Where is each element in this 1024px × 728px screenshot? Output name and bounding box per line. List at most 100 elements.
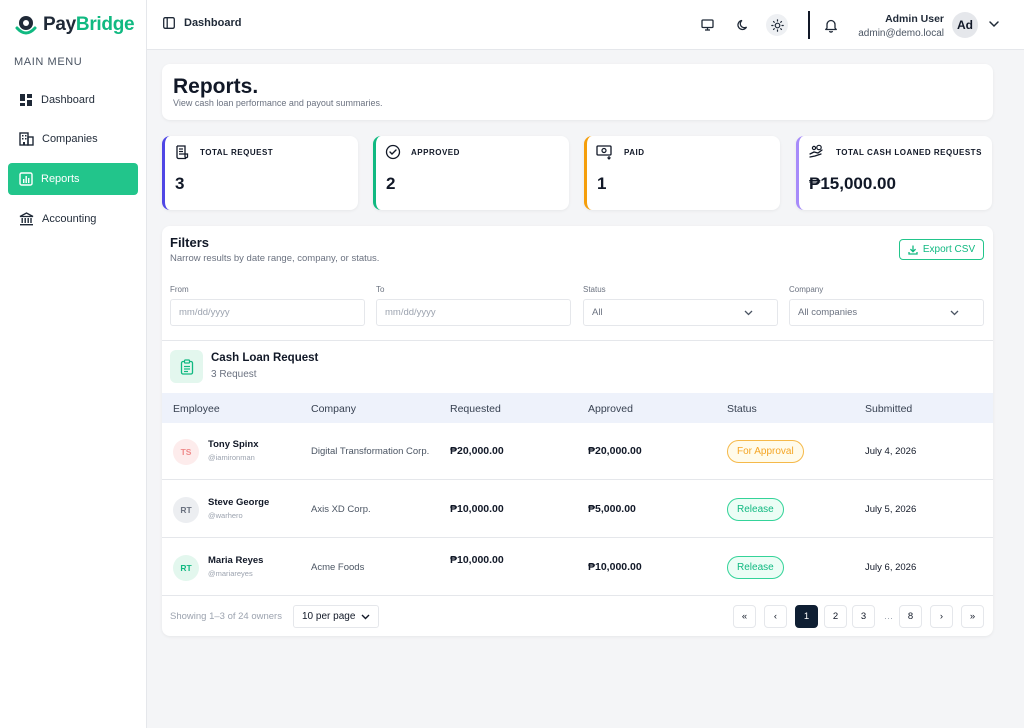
- stat-label: TOTAL CASH LOANED REQUESTS: [836, 147, 982, 157]
- to-date-field[interactable]: mm/dd/yyyy: [376, 299, 571, 326]
- approved-cell: ₱20,000.00: [588, 445, 642, 457]
- page-button-1[interactable]: 1: [795, 605, 818, 628]
- employee-name: Maria Reyes: [208, 555, 264, 566]
- company-cell: Digital Transformation Corp.: [311, 446, 430, 457]
- pagination-ellipsis: …: [883, 611, 894, 622]
- page-title: Reports.: [173, 75, 259, 98]
- avatar: TS: [173, 439, 199, 465]
- status-badge: Release: [727, 556, 784, 579]
- sun-icon: [770, 18, 784, 32]
- page-button-8[interactable]: 8: [899, 605, 922, 628]
- status-label: Status: [583, 285, 606, 294]
- first-page-button[interactable]: «: [733, 605, 756, 628]
- brand-logo[interactable]: PayBridge: [15, 13, 135, 37]
- sidebar-item-label: Companies: [42, 133, 98, 145]
- sidebar-item-label: Reports: [41, 173, 80, 185]
- main-menu-title: MAIN MENU: [14, 56, 83, 68]
- submitted-cell: July 6, 2026: [865, 562, 917, 573]
- employee-name: Tony Spinx: [208, 439, 259, 450]
- user-name: Admin User: [885, 13, 944, 25]
- from-placeholder: mm/dd/yyyy: [179, 307, 230, 318]
- next-page-button[interactable]: ›: [930, 605, 953, 628]
- table-title: Cash Loan Request: [211, 352, 319, 364]
- stat-label: TOTAL REQUEST: [200, 147, 274, 157]
- filters-title: Filters: [170, 235, 210, 250]
- page-button-2[interactable]: 2: [824, 605, 847, 628]
- cash-loan-icon-badge: [170, 350, 203, 383]
- sidebar-item-label: Accounting: [42, 213, 97, 225]
- to-placeholder: mm/dd/yyyy: [385, 307, 436, 318]
- requested-cell: ₱20,000.00: [450, 445, 504, 457]
- stat-value: 1: [597, 174, 607, 193]
- status-badge: For Approval: [727, 440, 804, 463]
- table-subtitle: 3 Request: [211, 369, 257, 380]
- bank-icon: [19, 212, 34, 226]
- user-email: admin@demo.local: [858, 28, 944, 39]
- top-bar: Dashboard Admin User admin@demo.local Ad: [147, 0, 1024, 50]
- employee-name: Steve George: [208, 497, 270, 508]
- monitor-theme-button[interactable]: [696, 14, 718, 36]
- sidebar-item-accounting[interactable]: Accounting: [8, 203, 138, 235]
- request-icon: [176, 145, 189, 160]
- column-header-submitted[interactable]: Submitted: [865, 403, 913, 415]
- table-row[interactable]: RT Maria Reyes @mariareyes Acme Foods ₱1…: [162, 539, 993, 596]
- chevron-down-icon[interactable]: [987, 17, 1001, 31]
- export-csv-label: Export CSV: [922, 244, 976, 255]
- avatar[interactable]: Ad: [952, 12, 978, 38]
- stat-card-approved: APPROVED 2: [373, 136, 569, 210]
- table-row[interactable]: RT Steve George @warhero Axis XD Corp. ₱…: [162, 481, 993, 538]
- column-header-approved[interactable]: Approved: [588, 403, 633, 415]
- per-page-select[interactable]: 10 per page: [293, 605, 379, 628]
- stat-label: PAID: [624, 147, 645, 157]
- column-header-company[interactable]: Company: [311, 403, 356, 415]
- hand-coins-icon: [809, 144, 823, 158]
- breadcrumb-current[interactable]: Dashboard: [184, 17, 242, 29]
- sidebar-toggle-icon[interactable]: [163, 17, 175, 29]
- light-theme-button[interactable]: [766, 14, 788, 36]
- company-label: Company: [789, 285, 824, 294]
- employee-handle: @mariareyes: [208, 569, 253, 578]
- sidebar-item-companies[interactable]: Companies: [8, 123, 138, 155]
- status-select[interactable]: All: [583, 299, 778, 326]
- status-badge: Release: [727, 498, 784, 521]
- approved-cell: ₱5,000.00: [588, 503, 636, 515]
- sidebar-item-dashboard[interactable]: Dashboard: [8, 84, 138, 116]
- cash-icon: [596, 145, 612, 160]
- stat-card-total-cash-loaned: TOTAL CASH LOANED REQUESTS ₱15,000.00: [796, 136, 992, 210]
- employee-handle: @iamironman: [208, 453, 255, 462]
- filters-card: Filters Narrow results by date range, co…: [162, 226, 993, 636]
- divider: [162, 340, 993, 341]
- sidebar-item-reports[interactable]: Reports: [8, 163, 138, 195]
- export-csv-button[interactable]: Export CSV: [899, 239, 984, 260]
- chevron-down-icon: [744, 310, 753, 316]
- status-select-value: All: [592, 307, 603, 318]
- check-circle-icon: [385, 144, 401, 160]
- page-button-3[interactable]: 3: [852, 605, 875, 628]
- column-header-employee[interactable]: Employee: [173, 403, 220, 415]
- pagination-summary: Showing 1–3 of 24 owners: [170, 611, 282, 622]
- dark-theme-button[interactable]: [732, 14, 754, 36]
- stat-card-paid: PAID 1: [584, 136, 780, 210]
- notifications-button[interactable]: [820, 14, 842, 36]
- stat-label: APPROVED: [411, 147, 460, 157]
- column-header-status[interactable]: Status: [727, 403, 757, 415]
- download-icon: [908, 244, 918, 255]
- company-select[interactable]: All companies: [789, 299, 984, 326]
- submitted-cell: July 5, 2026: [865, 504, 917, 515]
- last-page-button[interactable]: »: [961, 605, 984, 628]
- filters-subtitle: Narrow results by date range, company, o…: [170, 253, 380, 264]
- approved-cell: ₱10,000.00: [588, 561, 642, 573]
- from-date-field[interactable]: mm/dd/yyyy: [170, 299, 365, 326]
- moon-icon: [737, 19, 748, 31]
- company-cell: Acme Foods: [311, 562, 365, 573]
- table-row[interactable]: TS Tony Spinx @iamironman Digital Transf…: [162, 423, 993, 480]
- paybridge-logo-icon: [15, 16, 37, 35]
- breadcrumb: Dashboard: [163, 17, 241, 29]
- column-header-requested[interactable]: Requested: [450, 403, 501, 415]
- previous-page-button[interactable]: ‹: [764, 605, 787, 628]
- stat-value: ₱15,000.00: [809, 174, 896, 193]
- avatar: RT: [173, 555, 199, 581]
- avatar: RT: [173, 497, 199, 523]
- requested-cell: ₱10,000.00: [450, 554, 504, 566]
- bell-icon: [825, 19, 837, 33]
